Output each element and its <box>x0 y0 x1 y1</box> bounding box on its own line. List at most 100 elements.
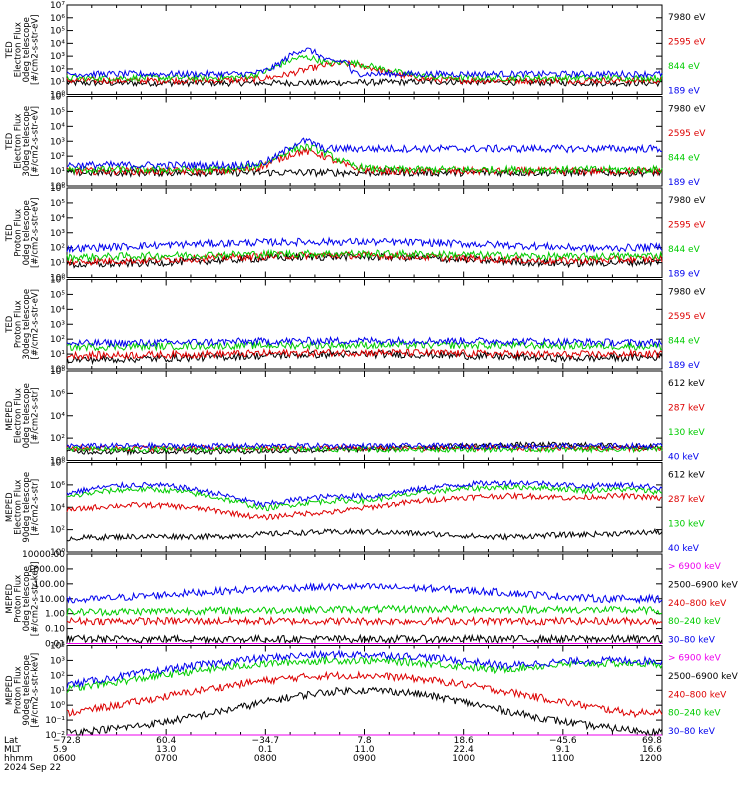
y-tick-label: 10⁵ <box>50 107 65 117</box>
footer-mlt: 9.1 <box>556 745 570 755</box>
y-tick-label: 10⁰ <box>50 457 65 467</box>
series-line-5 <box>66 649 663 689</box>
legend-entry: 40 keV <box>668 544 700 554</box>
footer-row-label: Lat <box>4 736 19 746</box>
footer-mlt: 5.9 <box>53 745 68 755</box>
y-tick-label: 10³ <box>50 52 65 62</box>
series-line-4 <box>66 137 663 171</box>
y-axis-title-line: [#/cm2-s-str] <box>31 387 41 444</box>
series-line-4 <box>66 479 663 507</box>
y-tick-label: 10¹ <box>50 78 65 88</box>
legend-entry: 240–800 keV <box>668 599 727 609</box>
legend-entry: 612 keV <box>668 379 705 389</box>
legend-entry: 844 eV <box>668 337 701 347</box>
legend-entry: > 6900 keV <box>668 562 722 572</box>
legend-entry: 2500–6900 keV <box>668 672 739 682</box>
y-axis-title-line: TED <box>5 315 15 334</box>
y-tick-label: 10³ <box>50 656 65 666</box>
series-line-4 <box>66 655 663 694</box>
y-tick-label: 10⁷ <box>50 1 65 11</box>
y-tick-label: 10³ <box>50 137 65 147</box>
y-axis-title-line: TED <box>5 224 15 243</box>
y-axis-title-line: 30deg telescope <box>22 106 32 177</box>
series-line-3 <box>66 248 663 263</box>
series-line-3 <box>66 143 663 176</box>
series-line-4 <box>66 47 663 80</box>
y-tick-label: 10³ <box>50 229 65 239</box>
legend-entry: 189 eV <box>668 361 701 371</box>
footer-mlt: 22.4 <box>454 745 474 755</box>
y-tick-label: 10⁵ <box>50 199 65 209</box>
series-line-4 <box>66 603 663 617</box>
series-line-3 <box>66 670 663 719</box>
y-axis-title-line: MEPED <box>5 492 15 522</box>
y-tick-label: 1.00 <box>45 610 65 620</box>
y-tick-label: 10⁶ <box>50 184 65 194</box>
footer-lat: 69.8 <box>642 736 662 746</box>
footer-lat: −72.8 <box>53 736 81 746</box>
y-tick-label: 10² <box>50 65 65 75</box>
legend-entry: 612 keV <box>668 471 705 481</box>
y-axis-title-line: 30deg telescope <box>22 289 32 360</box>
legend-entry: 844 eV <box>668 62 701 72</box>
series-line-3 <box>66 615 663 627</box>
y-axis-title-line: [#/cm2-s-str-keV] <box>31 653 41 728</box>
legend-entry: 844 eV <box>668 154 701 164</box>
footer-hhmm: 1000 <box>452 754 475 764</box>
legend-entry: 2595 eV <box>668 129 706 139</box>
legend-entry: 240–800 keV <box>668 690 727 700</box>
y-tick-label: 10⁴ <box>50 642 65 652</box>
y-tick-label: 10¹ <box>50 167 65 177</box>
y-axis-title-line: MEPED <box>5 675 15 705</box>
footer-row-label: hhmm <box>4 754 33 764</box>
legend-entry: 130 keV <box>668 428 705 438</box>
legend-entry: > 6900 keV <box>668 654 722 664</box>
y-tick-label: 10⁰ <box>50 701 65 711</box>
y-tick-label: 10⁴ <box>50 214 65 224</box>
series-line-3 <box>66 339 663 353</box>
legend-entry: 7980 eV <box>668 13 706 23</box>
y-tick-label: 10⁶ <box>50 276 65 286</box>
y-tick-label: 10⁵ <box>50 290 65 300</box>
series-line-2 <box>66 347 663 361</box>
y-tick-label: 0.10 <box>45 625 65 635</box>
y-axis-title-line: [#/cm2-s-str-keV] <box>31 561 41 636</box>
y-axis-title-line: MEPED <box>5 400 15 430</box>
y-tick-label: 10⁶ <box>50 389 65 399</box>
y-axis-title-line: 0deg telescope <box>22 17 32 82</box>
y-tick-label: 10⁻¹ <box>45 716 65 726</box>
y-tick-label: 10² <box>50 244 65 254</box>
legend-entry: 189 eV <box>668 270 701 280</box>
y-tick-label: 10⁵ <box>50 27 65 37</box>
y-tick-label: 10² <box>50 434 65 444</box>
y-axis-title-line: Proton Flux <box>14 575 24 623</box>
y-tick-label: 10⁶ <box>50 93 65 103</box>
y-axis-title-line: [#/cm2-s-str-eV] <box>31 198 41 268</box>
series-line-4 <box>66 335 663 349</box>
y-tick-label: 10⁻² <box>45 731 65 741</box>
y-tick-label: 10³ <box>50 320 65 330</box>
series-line-4 <box>66 441 663 451</box>
y-tick-label: 10000.00 <box>22 550 65 560</box>
footer-mlt: 0.1 <box>258 745 272 755</box>
y-axis-title-line: Proton Flux <box>14 300 24 348</box>
y-axis-title-line: TED <box>5 41 15 60</box>
legend-entry: 2595 eV <box>668 38 706 48</box>
legend-entry: 40 keV <box>668 453 700 463</box>
series-line-1 <box>66 527 663 542</box>
legend-entry: 189 eV <box>668 87 701 97</box>
y-tick-label: 10⁶ <box>50 481 65 491</box>
legend-entry: 130 keV <box>668 520 705 530</box>
